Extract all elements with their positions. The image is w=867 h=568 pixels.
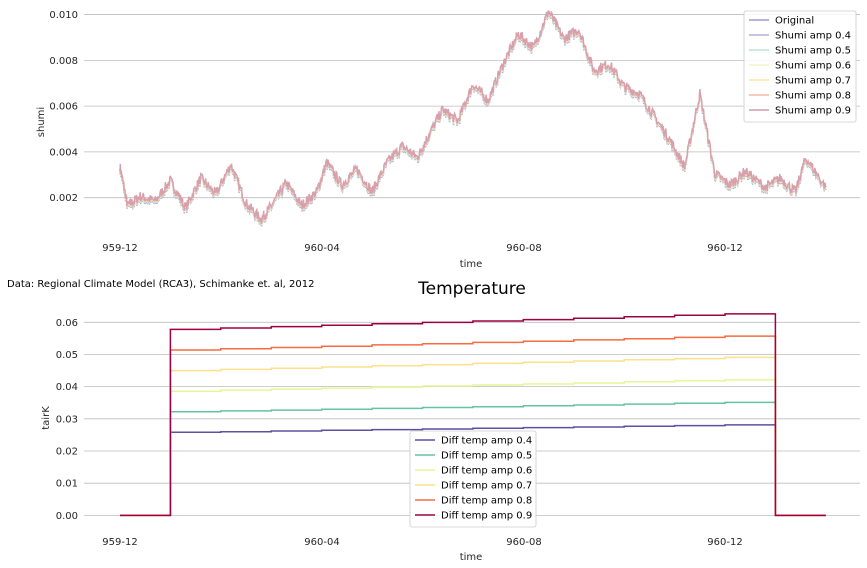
bottom-series-line bbox=[120, 356, 826, 517]
top-chart-gridlines bbox=[84, 14, 860, 199]
top-legend-label: Original bbox=[775, 16, 814, 27]
top-y-tick-label: 0.002 bbox=[49, 193, 78, 204]
bottom-y-tick-label: 0.03 bbox=[56, 414, 78, 425]
top-y-tick-label: 0.006 bbox=[49, 102, 78, 113]
bottom-chart-title: Temperature bbox=[417, 279, 526, 299]
bottom-legend-label: Diff temp amp 0.7 bbox=[441, 481, 532, 492]
bottom-series-line bbox=[120, 401, 826, 517]
bottom-y-tick-label: 0.06 bbox=[56, 318, 78, 329]
top-chart-xlabel: time bbox=[460, 259, 483, 270]
bottom-legend-label: Diff temp amp 0.5 bbox=[441, 451, 532, 462]
top-legend-label: Shumi amp 0.6 bbox=[775, 61, 851, 72]
top-chart-y-ticks: 0.002 0.004 0.006 0.008 0.010 bbox=[49, 10, 78, 204]
bottom-chart-xlabel: time bbox=[460, 552, 483, 563]
bottom-x-tick-label: 959-12 bbox=[102, 537, 137, 548]
bottom-x-tick-label: 960-12 bbox=[707, 537, 742, 548]
top-series-line bbox=[119, 11, 827, 226]
bottom-legend-label: Diff temp amp 0.6 bbox=[441, 466, 532, 477]
bottom-chart-x-ticks: 959-12 960-04 960-08 960-12 bbox=[102, 537, 742, 548]
bottom-legend-label: Diff temp amp 0.9 bbox=[441, 511, 532, 522]
bottom-x-tick-label: 960-08 bbox=[506, 537, 541, 548]
top-chart-ylabel: shumi bbox=[36, 107, 47, 137]
top-series-line bbox=[119, 11, 827, 226]
bottom-chart-ylabel: tairK bbox=[41, 406, 52, 430]
source-note: Data: Regional Climate Model (RCA3), Sch… bbox=[7, 279, 314, 290]
top-legend-label: Shumi amp 0.8 bbox=[775, 91, 851, 102]
bottom-series-line bbox=[120, 424, 826, 517]
bottom-y-tick-label: 0.02 bbox=[56, 447, 78, 458]
top-y-tick-label: 0.004 bbox=[49, 147, 78, 158]
bottom-y-tick-label: 0.04 bbox=[56, 382, 78, 393]
bottom-legend-box bbox=[409, 430, 537, 528]
bottom-legend-label: Diff temp amp 0.8 bbox=[441, 496, 532, 507]
top-legend-label: Shumi amp 0.9 bbox=[775, 106, 851, 117]
bottom-x-tick-label: 960-04 bbox=[304, 537, 339, 548]
top-x-tick-label: 960-12 bbox=[707, 243, 742, 254]
bottom-chart-legend: Diff temp amp 0.4 Diff temp amp 0.5 Diff t… bbox=[409, 430, 537, 528]
top-series-line bbox=[119, 12, 827, 227]
top-series-line bbox=[119, 13, 827, 228]
bottom-y-tick-label: 0.00 bbox=[56, 511, 78, 522]
top-chart-series bbox=[119, 10, 827, 228]
top-chart-x-ticks: 959-12 960-04 960-08 960-12 bbox=[102, 243, 742, 254]
bottom-legend-label: Diff temp amp 0.4 bbox=[441, 436, 532, 447]
bottom-y-tick-label: 0.05 bbox=[56, 350, 78, 361]
top-legend-label: Shumi amp 0.5 bbox=[775, 46, 851, 57]
bottom-chart-series bbox=[120, 313, 826, 517]
top-x-tick-label: 960-08 bbox=[506, 243, 541, 254]
top-series-line bbox=[119, 10, 827, 225]
top-x-tick-label: 960-04 bbox=[304, 243, 339, 254]
top-legend-box bbox=[743, 10, 857, 123]
top-legend-label: Shumi amp 0.7 bbox=[775, 76, 851, 87]
top-legend-label: Shumi amp 0.4 bbox=[775, 31, 851, 42]
top-y-tick-label: 0.008 bbox=[49, 56, 78, 67]
bottom-series-line bbox=[120, 335, 826, 517]
bottom-chart-y-ticks: 0.00 0.01 0.02 0.03 0.04 0.05 0.06 bbox=[56, 318, 78, 522]
top-y-tick-label: 0.010 bbox=[49, 10, 78, 21]
bottom-y-tick-label: 0.01 bbox=[56, 479, 78, 490]
bottom-series-line bbox=[120, 313, 826, 517]
top-series-line bbox=[119, 12, 827, 227]
top-chart-legend: Original Shumi amp 0.4 Shumi amp 0.5 Shumi … bbox=[743, 10, 857, 123]
top-x-tick-label: 959-12 bbox=[102, 243, 137, 254]
top-series-line bbox=[119, 10, 827, 225]
bottom-series-line bbox=[120, 379, 826, 517]
